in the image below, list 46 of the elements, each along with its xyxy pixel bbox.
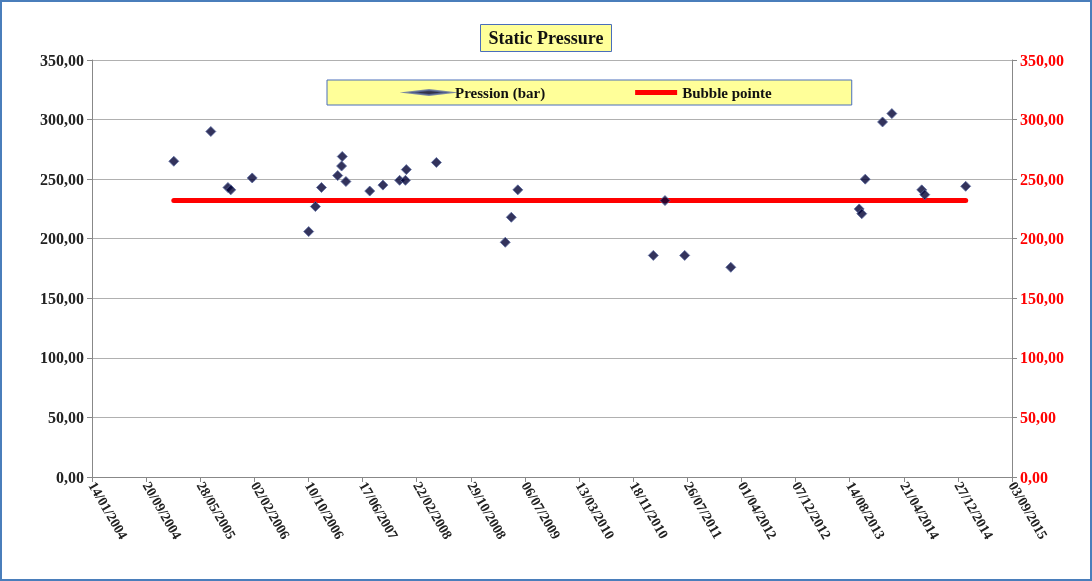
legend-label: Pression (bar) (455, 84, 546, 102)
y-tick-label: 300,00 (40, 111, 84, 129)
y-tick-label: 150,00 (40, 289, 84, 307)
point (332, 170, 344, 182)
point (399, 174, 411, 186)
point (377, 179, 389, 191)
point (919, 189, 931, 201)
point (725, 261, 737, 273)
legend-label: Bubble pointe (682, 84, 773, 101)
point (315, 181, 327, 193)
y-tick-label: 250,00 (40, 170, 84, 188)
point (340, 176, 352, 188)
y-tick-label: 50,00 (48, 408, 84, 426)
y2-tick-label: 250,00 (1020, 170, 1064, 188)
point (336, 160, 348, 172)
point (512, 184, 524, 196)
point (364, 185, 376, 197)
point (246, 172, 258, 184)
point (679, 249, 691, 261)
point (205, 125, 217, 137)
y-tick-label: 100,00 (40, 349, 84, 367)
y2-tick-label: 200,00 (1020, 230, 1064, 248)
y-tick-label: 350,00 (40, 51, 84, 69)
point (400, 164, 412, 176)
point (886, 108, 898, 120)
point (430, 156, 442, 168)
point (499, 236, 511, 248)
y2-tick-label: 300,00 (1020, 111, 1064, 129)
point (877, 116, 889, 128)
point (856, 208, 868, 220)
point (168, 155, 180, 167)
point (505, 211, 517, 223)
point (336, 151, 348, 163)
y-tick-label: 0,00 (56, 468, 84, 486)
point (647, 249, 659, 261)
y2-tick-label: 350,00 (1020, 51, 1064, 69)
point (960, 180, 972, 192)
point (303, 226, 315, 238)
y2-tick-label: 150,00 (1020, 289, 1064, 307)
point (859, 173, 871, 185)
y-tick-label: 200,00 (40, 230, 84, 248)
chart-title: Static Pressure (488, 28, 604, 48)
y2-tick-label: 50,00 (1020, 408, 1056, 426)
point (659, 195, 671, 207)
point (309, 201, 321, 213)
y2-tick-label: 100,00 (1020, 349, 1064, 367)
